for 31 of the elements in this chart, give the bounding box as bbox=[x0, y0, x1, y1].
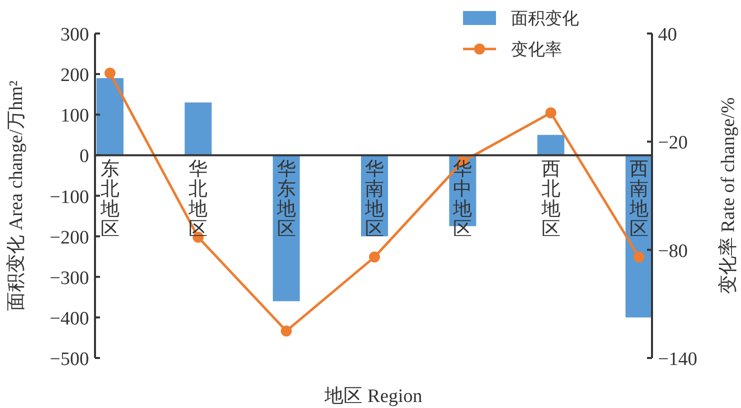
point bbox=[545, 107, 556, 118]
bar bbox=[96, 78, 124, 156]
point bbox=[280, 325, 292, 336]
x-tick-label: 西南地区 bbox=[628, 159, 648, 240]
y2-tick-label: −140 bbox=[658, 349, 698, 370]
point bbox=[104, 68, 116, 79]
y-tick-label: −100 bbox=[50, 186, 89, 208]
bar bbox=[537, 134, 564, 156]
y2-tick-label: −20 bbox=[658, 132, 688, 154]
y2-tick-label: 40 bbox=[658, 24, 677, 46]
x-tick-label: 华东地区 bbox=[276, 159, 296, 240]
x-tick-label: 华南地区 bbox=[364, 159, 384, 240]
point bbox=[369, 252, 380, 263]
y-tick-label: 0 bbox=[80, 146, 89, 168]
y2-tick-label: −80 bbox=[658, 240, 688, 262]
y-tick-label: −200 bbox=[50, 227, 89, 248]
y-tick-label: 200 bbox=[60, 65, 89, 86]
y2-axis-title: 变化率 Rate of change/% bbox=[717, 97, 739, 294]
y-tick-label: −400 bbox=[50, 308, 89, 330]
x-axis-title: 地区 Region bbox=[324, 386, 423, 407]
legend-label: 变化率 bbox=[511, 40, 562, 59]
y-tick-label: 300 bbox=[60, 24, 89, 46]
y-tick-label: −500 bbox=[50, 349, 89, 370]
bar bbox=[184, 102, 212, 156]
x-tick-label: 西北地区 bbox=[540, 159, 560, 240]
legend-label: 面积变化 bbox=[511, 9, 579, 28]
point bbox=[634, 252, 644, 263]
y-axis-title: 面积变化 Area change/万hm² bbox=[5, 80, 27, 311]
x-tick-label: 东北地区 bbox=[100, 159, 120, 240]
y-tick-label: 100 bbox=[60, 106, 89, 127]
y-tick-label: −300 bbox=[50, 268, 89, 289]
